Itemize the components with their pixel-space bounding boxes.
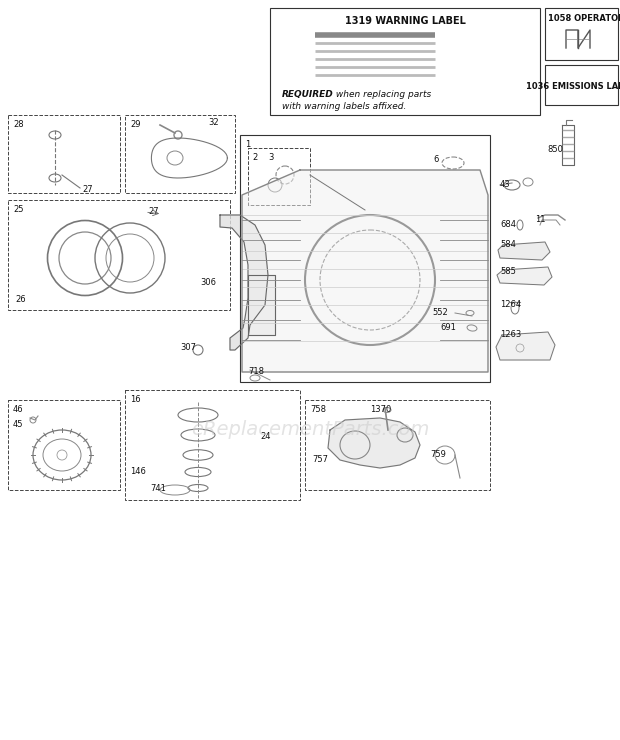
Polygon shape <box>242 170 488 372</box>
Polygon shape <box>328 418 420 468</box>
Bar <box>305 400 490 490</box>
Bar <box>240 135 490 382</box>
Text: when replacing parts: when replacing parts <box>333 90 432 99</box>
Text: 24: 24 <box>260 432 270 441</box>
Polygon shape <box>220 215 268 350</box>
Text: 759: 759 <box>430 450 446 459</box>
Text: 46: 46 <box>13 405 24 414</box>
Bar <box>248 148 310 205</box>
Text: 585: 585 <box>500 267 516 276</box>
Text: eReplacementParts.com: eReplacementParts.com <box>191 420 429 439</box>
Text: 27: 27 <box>82 185 92 194</box>
Text: 1263: 1263 <box>500 330 521 339</box>
Text: 684: 684 <box>500 220 516 229</box>
Bar <box>8 200 230 310</box>
Polygon shape <box>248 275 275 335</box>
Text: 16: 16 <box>130 395 141 404</box>
Text: 45: 45 <box>13 420 24 429</box>
Text: 32: 32 <box>208 118 219 127</box>
Text: REQUIRED: REQUIRED <box>282 90 334 99</box>
Text: 43: 43 <box>500 180 511 189</box>
Text: 307: 307 <box>180 343 196 352</box>
Bar <box>545 8 618 60</box>
Bar <box>8 115 120 193</box>
Text: 552: 552 <box>432 308 448 317</box>
Polygon shape <box>496 332 555 360</box>
Bar <box>125 390 300 500</box>
Text: 27: 27 <box>148 207 159 216</box>
Text: 28: 28 <box>13 120 24 129</box>
Polygon shape <box>497 267 552 285</box>
Text: 757: 757 <box>312 455 328 464</box>
Text: 850: 850 <box>547 145 563 154</box>
Text: 146: 146 <box>130 467 146 476</box>
Text: 29: 29 <box>130 120 141 129</box>
Text: 1058 OPERATOR'S MANUAL: 1058 OPERATOR'S MANUAL <box>548 14 620 23</box>
Text: 758: 758 <box>310 405 326 414</box>
Text: 741: 741 <box>150 484 166 493</box>
Text: 1370: 1370 <box>370 405 391 414</box>
Text: 26: 26 <box>15 295 25 304</box>
Text: 1036 EMISSIONS LABEL: 1036 EMISSIONS LABEL <box>526 82 620 91</box>
Text: 1264: 1264 <box>500 300 521 309</box>
Bar <box>8 400 120 490</box>
Bar <box>125 115 235 193</box>
Text: 3: 3 <box>268 153 273 162</box>
Polygon shape <box>498 242 550 260</box>
Text: 584: 584 <box>500 240 516 249</box>
Text: 1319 WARNING LABEL: 1319 WARNING LABEL <box>345 16 466 26</box>
Bar <box>270 8 540 115</box>
Text: 2: 2 <box>252 153 257 162</box>
Bar <box>545 65 618 105</box>
Text: 691: 691 <box>440 323 456 332</box>
Text: 718: 718 <box>248 367 264 376</box>
Text: 306: 306 <box>200 278 216 287</box>
Text: with warning labels affixed.: with warning labels affixed. <box>282 102 406 111</box>
Text: 1: 1 <box>245 140 250 149</box>
Text: 25: 25 <box>13 205 24 214</box>
Text: 11: 11 <box>535 215 546 224</box>
Text: 6: 6 <box>433 155 438 164</box>
